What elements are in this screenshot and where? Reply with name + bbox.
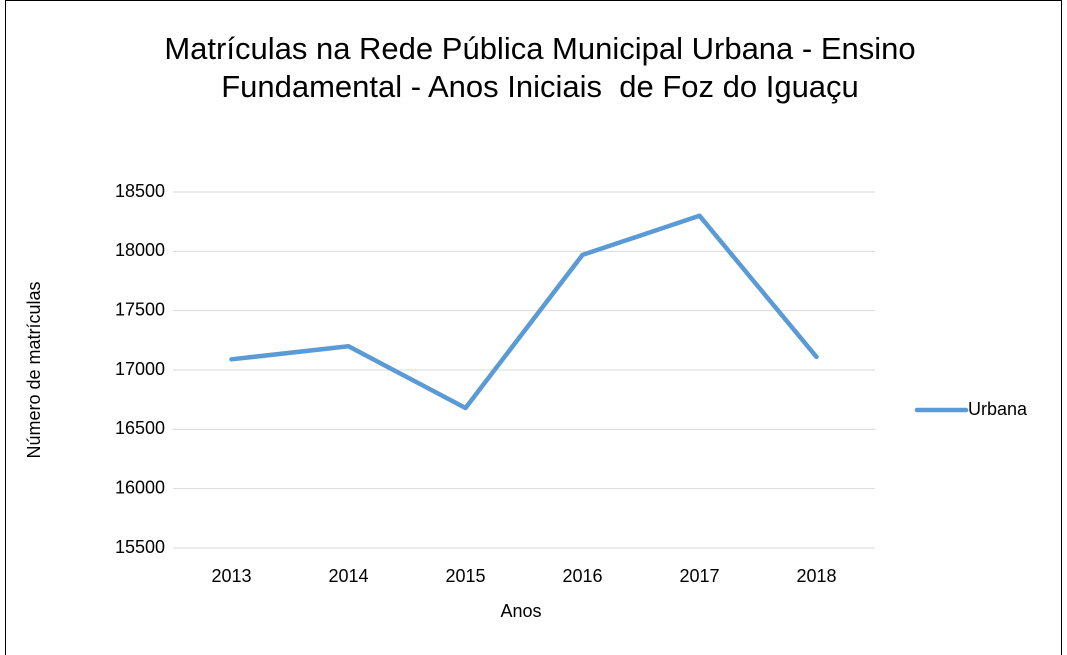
y-tick-label: 17500 [115, 299, 165, 319]
x-tick-label: 2015 [445, 566, 485, 586]
x-tick-label: 2016 [562, 566, 602, 586]
y-tick-label: 15500 [115, 537, 165, 557]
y-tick-label: 17000 [115, 359, 165, 379]
x-tick-label: 2018 [796, 566, 836, 586]
chart-border [5, 0, 1062, 655]
chart-title: Matrículas na Rede Pública Municipal Urb… [164, 31, 925, 104]
legend-label: Urbana [968, 399, 1028, 419]
y-tick-label: 16000 [115, 477, 165, 497]
y-axis-label: Número de matrículas [24, 281, 44, 458]
line-series [229, 213, 819, 411]
y-tick-label: 18000 [115, 240, 165, 260]
x-axis-label: Anos [500, 601, 541, 621]
y-tick-label: 18500 [115, 181, 165, 201]
y-tick-label: 16500 [115, 418, 165, 438]
x-tick-label: 2013 [211, 566, 251, 586]
x-tick-label: 2014 [328, 566, 368, 586]
x-tick-label: 2017 [679, 566, 719, 586]
